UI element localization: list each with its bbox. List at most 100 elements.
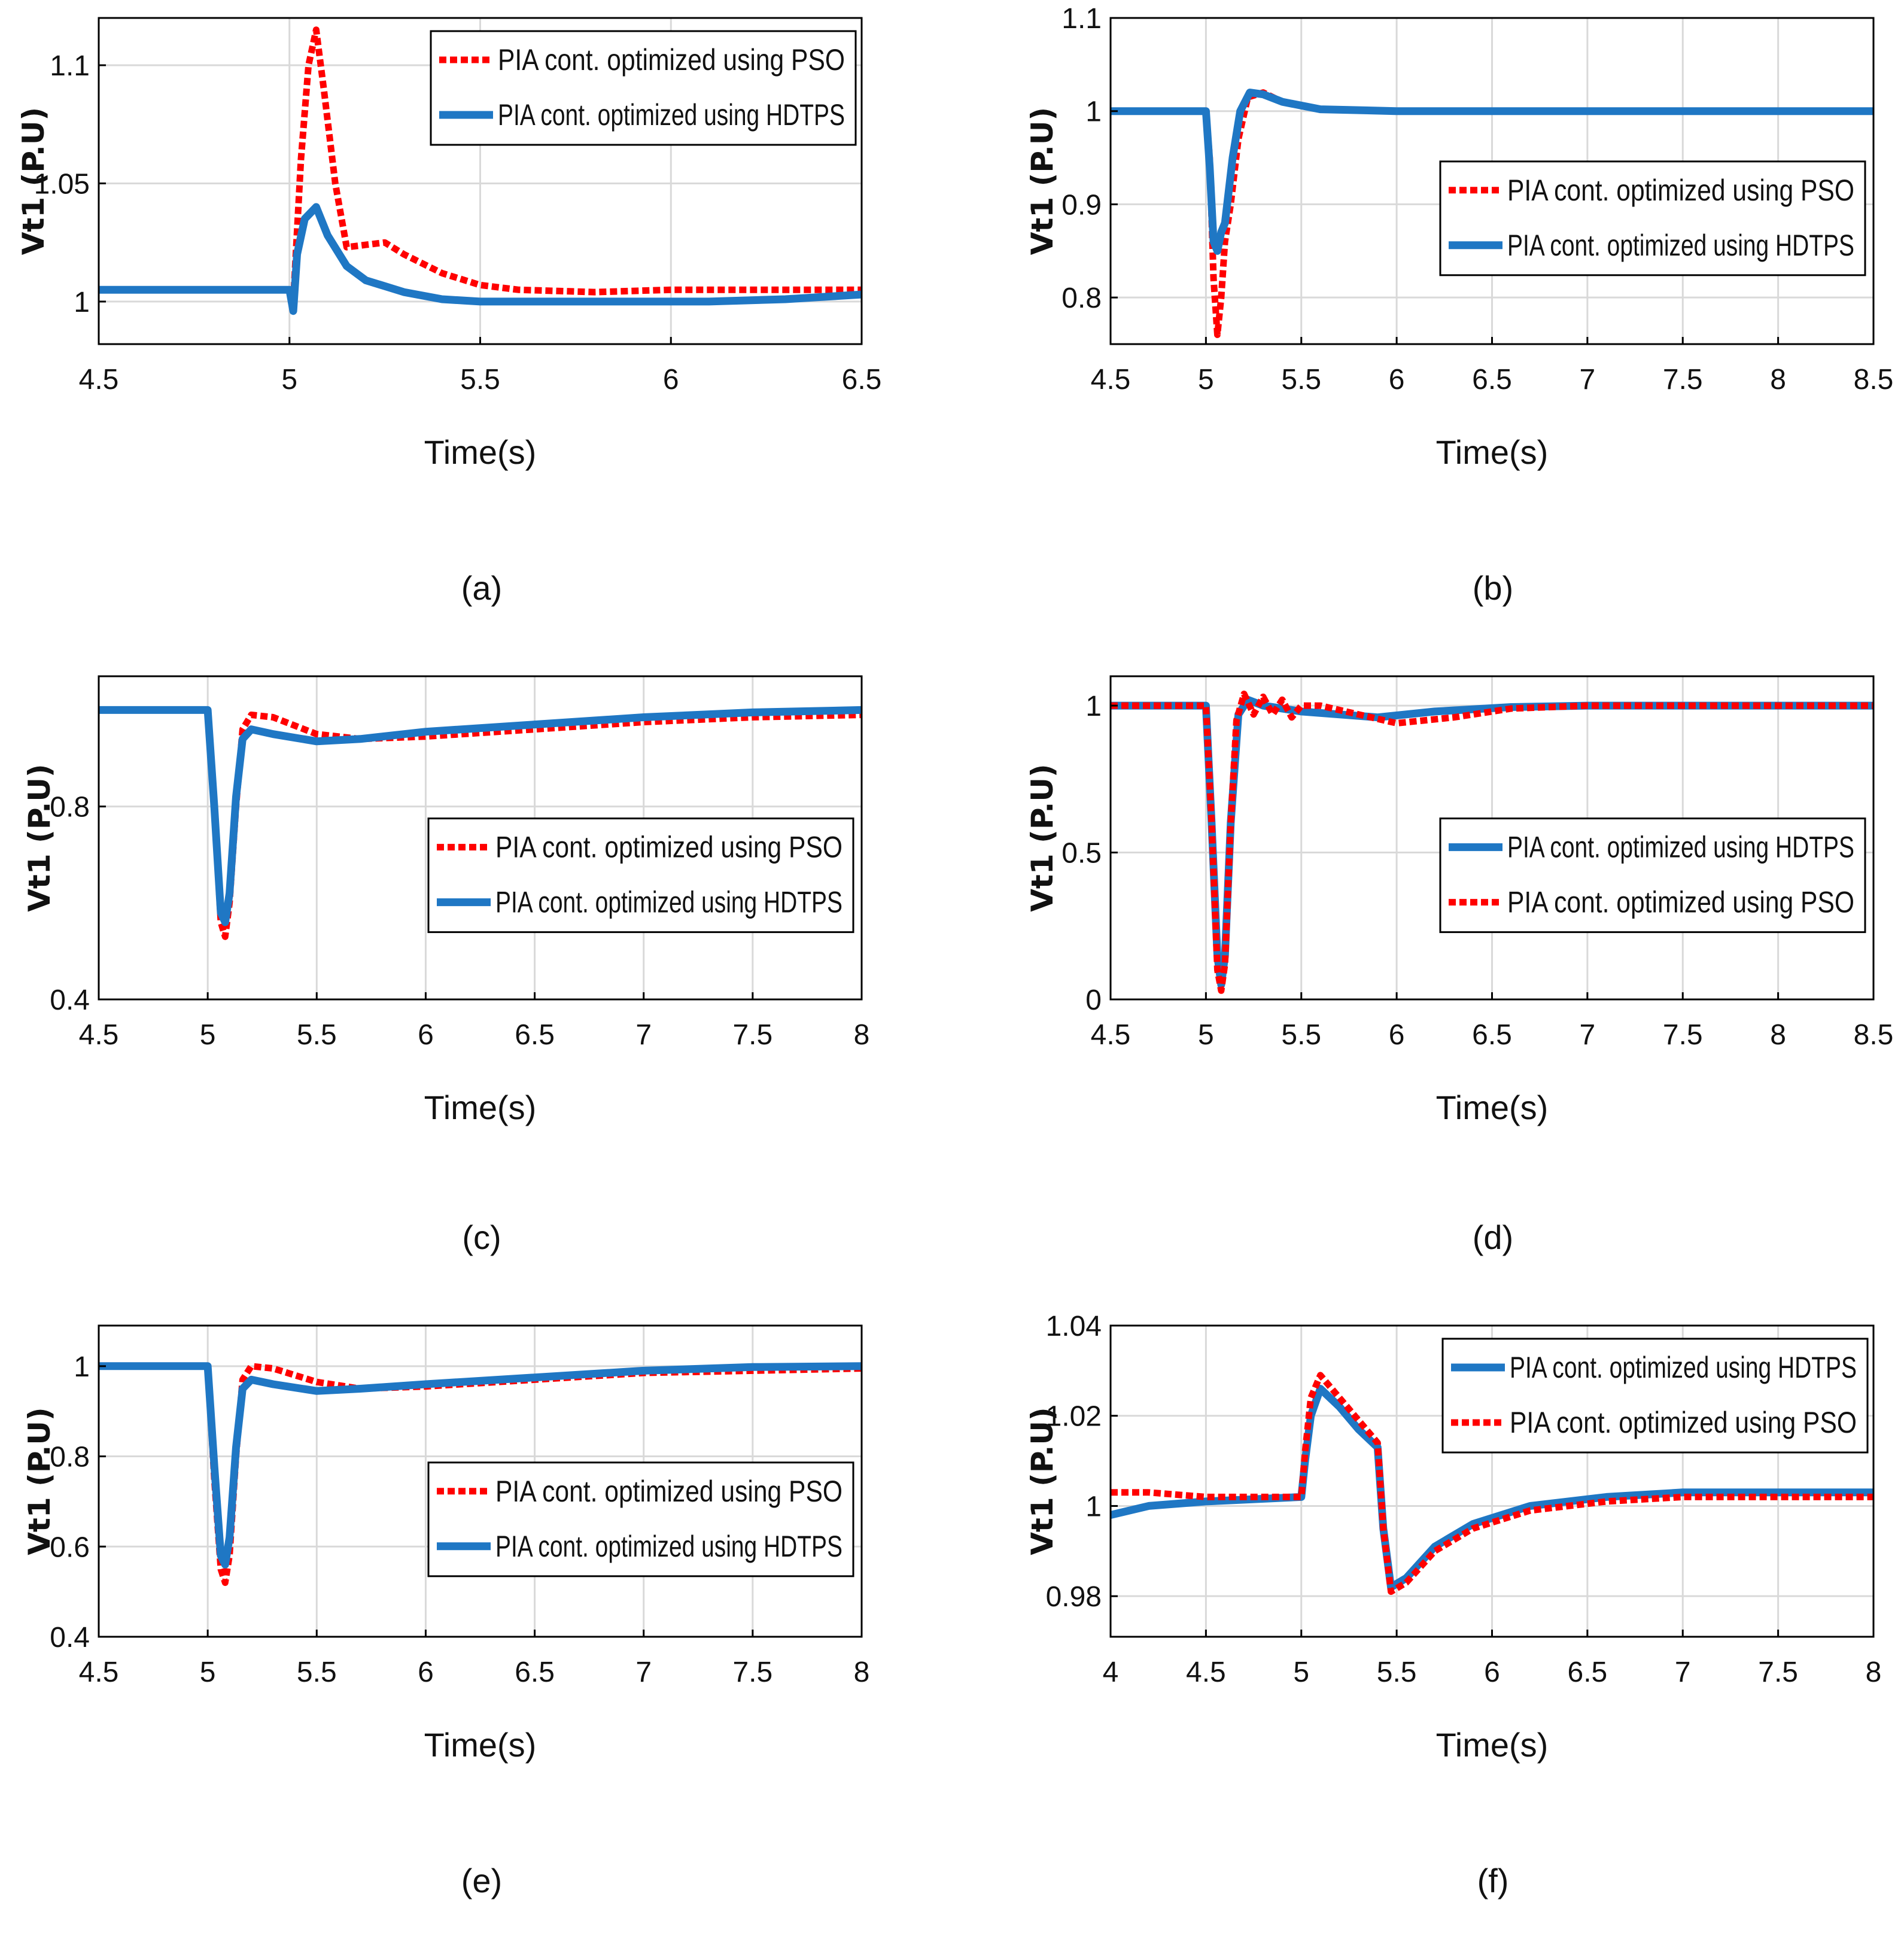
y-tick-label: 0.98: [1046, 1581, 1102, 1613]
legend-box: [427, 1461, 854, 1578]
x-tick-label: 5.5: [1281, 364, 1321, 396]
x-tick-label: 6: [418, 1657, 434, 1688]
x-tick-label: 4.5: [1091, 364, 1131, 396]
plot-frame: [98, 675, 863, 1001]
caption-b: (b): [1472, 569, 1514, 607]
x-tick-label: 5: [200, 1657, 216, 1688]
y-axis-label: Vt1 (P.U): [1025, 107, 1060, 256]
x-tick-label: 7.5: [732, 1657, 772, 1688]
y-tick-label: 0.4: [50, 1622, 90, 1654]
legend-label-hdtps: PIA cont. optimized using HDTPS: [1507, 229, 1854, 262]
y-tick-label: 1: [74, 1351, 90, 1383]
y-tick-label: 1.1: [1062, 3, 1102, 35]
legend-label-pso: PIA cont. optimized using PSO: [495, 1475, 842, 1508]
series-line-pso: [99, 26, 862, 305]
y-tick-label: 1.05: [34, 168, 90, 200]
legend: PIA cont. optimized using PSO PIA cont. o…: [427, 1461, 854, 1578]
chart-a: 4.5 5 5.5 6 6.5 1 1.05 1.1 Time(s) Vt1 (P.U) PIA c…: [16, 17, 882, 471]
x-tick-label: 7.5: [1758, 1657, 1798, 1688]
x-tick-label: 5.5: [1377, 1657, 1417, 1688]
caption-a: (a): [461, 569, 503, 607]
caption-c: (c): [462, 1218, 501, 1256]
x-axis-label: Time(s): [424, 1089, 537, 1126]
series-line-hdtps: [1111, 695, 1873, 989]
series-line-pso: [1111, 1372, 1873, 1595]
x-tick-label: 6: [1389, 1019, 1405, 1051]
x-tick-label: 4.5: [1091, 1019, 1131, 1051]
caption-d: (d): [1472, 1218, 1514, 1256]
x-tick-label: 6.5: [515, 1019, 555, 1051]
y-tick-label: 1: [1085, 1491, 1102, 1522]
x-tick-label: 7.5: [732, 1019, 772, 1051]
legend-label-pso: PIA cont. optimized using PSO: [498, 43, 845, 77]
x-tick-label: 6: [1484, 1657, 1500, 1688]
y-tick-label: 0.8: [50, 792, 90, 823]
y-axis-label: Vt1 (P.U): [22, 764, 57, 912]
y-axis-label: Vt1 (P.U): [1025, 764, 1060, 912]
legend-box: [1441, 1338, 1869, 1454]
x-tick-label: 4: [1103, 1657, 1119, 1688]
x-tick-label: 4.5: [79, 1657, 119, 1688]
legend-label-hdtps: PIA cont. optimized using HDTPS: [1510, 1351, 1857, 1384]
x-tick-label: 5: [1198, 364, 1214, 396]
legend-box: [1439, 817, 1866, 934]
chart-f: 4 4.5 5 5.5 6 6.5 7 7.5 8 0.98 1 1.02 1.04 Time(s) Vt1…: [1025, 1311, 1882, 1764]
series-line-pso: [1111, 691, 1873, 994]
x-tick-label: 8: [1770, 1019, 1786, 1051]
legend-label-hdtps: PIA cont. optimized using HDTPS: [1507, 831, 1854, 864]
y-tick-label: 1.1: [50, 50, 90, 82]
series-line-hdtps: [99, 203, 862, 315]
legend: PIA cont. optimized using PSO PIA cont. o…: [1439, 160, 1866, 276]
series-line-hdtps: [1111, 89, 1873, 255]
x-tick-label: 5.5: [297, 1019, 337, 1051]
chart-panel-a: 4.5 5 5.5 6 6.5 1 1.05 1.1 Time(s) Vt1 (P.U) PIA c…: [0, 0, 952, 649]
chart-d: 4.5 5 5.5 6 6.5 7 7.5 8 8.5 0 0.5 1 Time(s) Vt1 (P.U)…: [1025, 675, 1894, 1126]
y-tick-label: 0.8: [50, 1442, 90, 1473]
x-tick-label: 8.5: [1854, 1019, 1894, 1051]
y-tick-label: 1.04: [1046, 1311, 1102, 1342]
y-tick-label: 1: [74, 287, 90, 318]
x-tick-label: 6.5: [1472, 364, 1512, 396]
x-axis-label: Time(s): [424, 433, 537, 471]
x-tick-label: 8: [854, 1657, 870, 1688]
x-tick-label: 6.5: [842, 364, 882, 396]
x-tick-label: 5: [1198, 1019, 1214, 1051]
x-tick-label: 8: [854, 1019, 870, 1051]
y-tick-label: 1.02: [1046, 1401, 1102, 1433]
legend-label-pso: PIA cont. optimized using PSO: [495, 831, 842, 864]
x-tick-label: 6.5: [515, 1657, 555, 1688]
y-tick-label: 0.5: [1062, 838, 1102, 870]
chart-b: 4.5 5 5.5 6 6.5 7 7.5 8 8.5 0.8 0.9 1 1.1 Time(s) Vt1 …: [1025, 3, 1893, 471]
x-tick-label: 6.5: [1472, 1019, 1512, 1051]
x-tick-label: 5.5: [460, 364, 500, 396]
x-tick-label: 7.5: [1663, 1019, 1703, 1051]
series-line-hdtps: [1111, 1385, 1873, 1591]
plot-frame: [98, 1324, 863, 1638]
x-tick-label: 7: [635, 1019, 652, 1051]
chart-panel-b: 4.5 5 5.5 6 6.5 7 7.5 8 8.5 0.8 0.9 1 1.1 Time(s) Vt1 …: [952, 0, 1904, 649]
x-tick-label: 6: [418, 1019, 434, 1051]
chart-c: 4.5 5 5.5 6 6.5 7 7.5 8 0.4 0.8 Time(s) Vt1 (P.U) PI…: [22, 675, 870, 1126]
series-line-hdtps: [99, 706, 862, 926]
x-tick-label: 4.5: [79, 1019, 119, 1051]
legend-label-pso: PIA cont. optimized using PSO: [1507, 886, 1854, 919]
legend-label-hdtps: PIA cont. optimized using HDTPS: [498, 98, 845, 132]
chart-e: 4.5 5 5.5 6 6.5 7 7.5 8 0.4 0.6 0.8 1 Time(s) Vt1 (P.…: [22, 1324, 870, 1764]
x-tick-label: 7.5: [1663, 364, 1703, 396]
x-tick-label: 6.5: [1568, 1657, 1608, 1688]
series-line-hdtps: [99, 1362, 862, 1569]
legend: PIA cont. optimized using PSO PIA cont. o…: [430, 30, 857, 146]
x-tick-label: 5: [200, 1019, 216, 1051]
legend: PIA cont. optimized using HDTPS PIA cont.…: [1441, 1338, 1869, 1454]
x-tick-label: 7: [1580, 364, 1596, 396]
x-axis-label: Time(s): [1436, 1726, 1549, 1764]
legend-label-pso: PIA cont. optimized using PSO: [1507, 174, 1854, 207]
x-tick-label: 7: [1580, 1019, 1596, 1051]
legend: PIA cont. optimized using HDTPS PIA cont.…: [1439, 817, 1866, 934]
y-axis-label: Vt1 (P.U): [16, 107, 51, 256]
x-tick-label: 8: [1866, 1657, 1882, 1688]
y-tick-label: 0.8: [1062, 282, 1102, 314]
chart-panel-d: 4.5 5 5.5 6 6.5 7 7.5 8 8.5 0 0.5 1 Time(s) Vt1 (P.U)…: [952, 649, 1904, 1299]
y-tick-label: 1: [1085, 96, 1102, 128]
chart-panel-c: 4.5 5 5.5 6 6.5 7 7.5 8 0.4 0.8 Time(s) Vt1 (P.U) PI…: [0, 649, 952, 1299]
